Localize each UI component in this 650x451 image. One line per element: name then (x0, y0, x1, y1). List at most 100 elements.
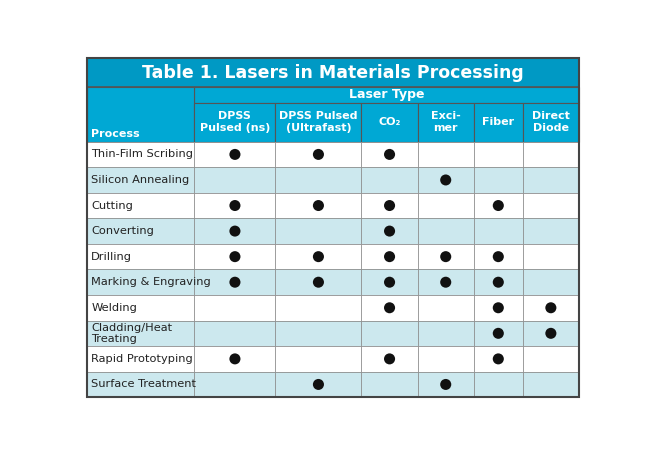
Bar (523, 103, 579, 142)
Ellipse shape (229, 251, 240, 262)
Ellipse shape (384, 149, 395, 160)
Bar (87, 218, 194, 244)
Bar (523, 218, 579, 244)
Bar (418, 269, 474, 295)
Bar (276, 218, 361, 244)
Text: DPSS
Pulsed (ns): DPSS Pulsed (ns) (200, 111, 270, 133)
Bar (523, 167, 579, 193)
Ellipse shape (313, 277, 324, 288)
Bar (87, 372, 194, 397)
Bar (361, 103, 418, 142)
Text: Rapid Prototyping: Rapid Prototyping (91, 354, 193, 364)
Ellipse shape (545, 302, 556, 313)
Bar (361, 295, 418, 321)
Bar (194, 244, 276, 269)
Bar (194, 142, 276, 167)
Bar (276, 295, 361, 321)
Bar (474, 167, 523, 193)
Bar (361, 167, 418, 193)
Bar (361, 244, 418, 269)
Ellipse shape (384, 226, 395, 237)
Bar (194, 218, 276, 244)
Bar (194, 167, 276, 193)
Text: Fiber: Fiber (482, 117, 514, 127)
Bar (87, 346, 194, 372)
Bar (276, 321, 361, 346)
Bar (474, 295, 523, 321)
Ellipse shape (313, 149, 324, 160)
Bar (474, 269, 523, 295)
Bar (194, 193, 276, 218)
Bar (87, 167, 194, 193)
Bar (523, 372, 579, 397)
Bar (361, 193, 418, 218)
Bar (418, 372, 474, 397)
Bar (418, 295, 474, 321)
Ellipse shape (229, 277, 240, 288)
Ellipse shape (440, 251, 451, 262)
Ellipse shape (493, 328, 504, 339)
Bar (87, 269, 194, 295)
Bar (276, 142, 361, 167)
Text: Cutting: Cutting (91, 201, 133, 211)
Bar (194, 269, 276, 295)
Ellipse shape (313, 200, 324, 211)
Bar (474, 103, 523, 142)
Bar (87, 193, 194, 218)
Bar (194, 103, 276, 142)
Text: DPSS Pulsed
(Ultrafast): DPSS Pulsed (Ultrafast) (280, 111, 358, 133)
Bar (87, 58, 579, 87)
Bar (361, 372, 418, 397)
Ellipse shape (229, 149, 240, 160)
Bar (474, 142, 523, 167)
Bar (276, 193, 361, 218)
Ellipse shape (493, 354, 504, 364)
Text: Laser Type: Laser Type (349, 88, 424, 101)
Bar (361, 321, 418, 346)
Bar (194, 295, 276, 321)
Text: Process: Process (91, 129, 140, 139)
Bar (418, 218, 474, 244)
Text: Thin-Film Scribing: Thin-Film Scribing (91, 149, 193, 159)
Ellipse shape (384, 251, 395, 262)
Bar (418, 142, 474, 167)
Ellipse shape (440, 175, 451, 185)
Ellipse shape (493, 200, 504, 211)
Bar (523, 193, 579, 218)
Bar (361, 142, 418, 167)
Bar (276, 167, 361, 193)
Bar (474, 218, 523, 244)
Bar (418, 321, 474, 346)
Ellipse shape (229, 226, 240, 237)
Bar (418, 167, 474, 193)
Text: Cladding/Heat
Treating: Cladding/Heat Treating (91, 322, 172, 344)
Ellipse shape (493, 277, 504, 288)
Bar (361, 346, 418, 372)
Ellipse shape (440, 379, 451, 390)
Ellipse shape (440, 277, 451, 288)
Bar (87, 142, 194, 167)
Bar (194, 346, 276, 372)
Bar (418, 244, 474, 269)
Bar (523, 321, 579, 346)
Bar (194, 87, 579, 103)
Text: Table 1. Lasers in Materials Processing: Table 1. Lasers in Materials Processing (142, 64, 524, 82)
Ellipse shape (384, 302, 395, 313)
Ellipse shape (229, 200, 240, 211)
Text: Exci-
mer: Exci- mer (431, 111, 461, 133)
Ellipse shape (384, 200, 395, 211)
Bar (523, 346, 579, 372)
Ellipse shape (384, 354, 395, 364)
Bar (276, 346, 361, 372)
Text: CO₂: CO₂ (378, 117, 401, 127)
Bar (418, 103, 474, 142)
Bar (194, 321, 276, 346)
Bar (474, 244, 523, 269)
Text: Welding: Welding (91, 303, 137, 313)
Bar (276, 103, 361, 142)
Bar (87, 321, 194, 346)
Bar (361, 269, 418, 295)
Bar (87, 87, 194, 142)
Ellipse shape (229, 354, 240, 364)
Bar (474, 346, 523, 372)
